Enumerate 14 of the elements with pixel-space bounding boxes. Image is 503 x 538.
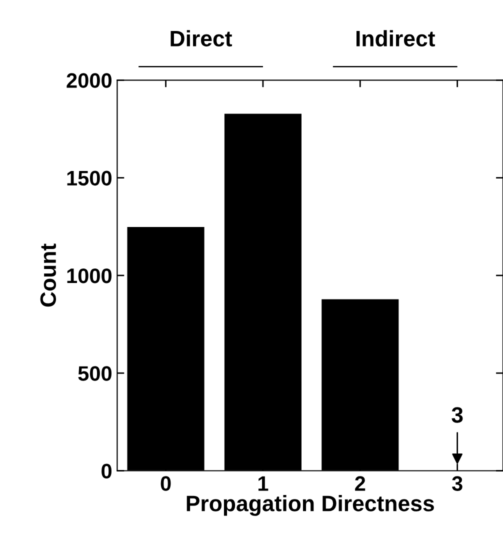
text: Indirect [356, 30, 435, 46]
y-tick-label: 1000 [67, 268, 112, 284]
x-tick-label: 3 [452, 476, 462, 491]
x-tick-label: 1 [258, 476, 268, 491]
data-label: 3 [452, 407, 463, 423]
y-tick-label: 500 [78, 366, 112, 381]
text: Direct [170, 30, 232, 46]
x-tick-label: 2 [355, 476, 366, 491]
y-tick-label: 2000 [66, 73, 112, 88]
y-axis-title: Count [40, 244, 56, 307]
x-tick-label: 0 [160, 476, 171, 491]
y-tick-label: 0 [102, 464, 112, 479]
y-tick-label: 1500 [67, 170, 112, 186]
x-axis-title: Propagation Directness [186, 495, 434, 516]
